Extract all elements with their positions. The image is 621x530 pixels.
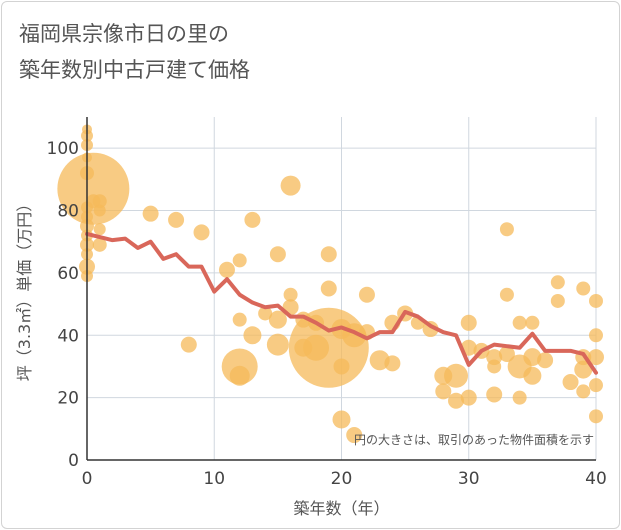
x-tick-label: 20	[331, 469, 353, 489]
axes	[86, 117, 596, 461]
bubble-point	[512, 315, 527, 330]
bubble-point	[218, 261, 235, 278]
bubble-point	[448, 392, 465, 409]
y-tick-label: 60	[57, 264, 79, 284]
size-annotation: 円の大きさは、取引のあった物件面積を示す	[354, 432, 594, 447]
bubble-point	[525, 315, 540, 330]
bubble-point	[512, 390, 527, 405]
bubble-point	[57, 152, 130, 225]
bubble-point	[229, 365, 250, 386]
bubble-point	[550, 293, 565, 308]
bubble-point	[384, 355, 401, 372]
bubble-point	[168, 211, 185, 228]
trend-line-layer	[85, 231, 598, 375]
bubble-point	[523, 348, 542, 367]
bubble-point	[193, 224, 210, 241]
bubble-point	[499, 222, 514, 237]
bubble-point	[589, 293, 603, 308]
bubble-point	[346, 427, 363, 444]
bubble-point	[258, 306, 273, 321]
bubble-point	[232, 253, 247, 268]
average-price-line	[85, 231, 598, 375]
bubble-point	[288, 307, 369, 388]
bubble-point	[320, 246, 337, 263]
y-tick-label: 100	[47, 139, 79, 159]
bubble-point	[487, 359, 502, 374]
bubble-point	[523, 366, 542, 385]
bubble-point	[243, 326, 262, 345]
bubble-point	[550, 275, 565, 290]
bubble-point	[589, 378, 603, 393]
y-tick-label: 80	[57, 202, 79, 222]
bubble-point	[589, 409, 603, 424]
bubble-point	[576, 281, 591, 296]
bubble-point	[142, 205, 159, 222]
bubble-point	[320, 280, 337, 297]
bubble-point	[180, 336, 197, 353]
bubble-point	[280, 175, 301, 196]
bubble-point	[499, 287, 514, 302]
bubble-point	[244, 211, 261, 228]
y-tick-label: 40	[57, 326, 79, 346]
bubble-point	[537, 352, 554, 369]
bubble-point	[332, 410, 351, 429]
x-tick-label: 40	[585, 469, 607, 489]
bubble-point	[574, 360, 593, 379]
chart-title: 福岡県宗像市日の里の 築年数別中古戸建て価格	[19, 16, 250, 88]
bubble-point	[268, 310, 287, 329]
bubble-point	[269, 246, 286, 263]
bubble-point	[92, 194, 107, 209]
bubble-point	[266, 333, 289, 356]
bubble-point	[460, 314, 477, 331]
bubble-point	[358, 286, 375, 303]
bubble-point	[444, 363, 469, 388]
chart-title-line-1: 福岡県宗像市日の里の	[19, 22, 229, 46]
chart-title-line-2: 築年数別中古戸建て価格	[19, 58, 250, 82]
x-tick-label: 0	[82, 469, 93, 489]
bubble-point	[93, 223, 106, 236]
x-tick-label: 30	[458, 469, 480, 489]
bubble-point	[333, 358, 350, 375]
x-tick-label: 10	[203, 469, 225, 489]
bubble-point	[93, 204, 106, 217]
y-axis-label: 坪（3.3㎡）単価（万円）	[15, 196, 34, 381]
y-tick-label: 20	[57, 389, 79, 409]
bubble-point	[435, 383, 452, 400]
bubble-point	[92, 237, 107, 252]
y-tick-label: 0	[68, 451, 79, 471]
bubble-point	[589, 328, 603, 343]
bubble-point	[486, 386, 503, 403]
bubble-point	[588, 349, 604, 366]
x-axis-label: 築年数（年）	[293, 499, 389, 518]
bubble-point	[232, 312, 247, 327]
bubble-point	[562, 374, 579, 391]
bubble-point	[283, 287, 298, 302]
bubble-point	[498, 345, 515, 362]
grid	[87, 117, 597, 460]
bubble-point	[576, 384, 591, 399]
tick-labels: 0 20 40 60 80 100 0 10 20 30 40	[47, 139, 607, 489]
bubble-layer	[57, 124, 604, 444]
bubble-point	[460, 389, 477, 406]
